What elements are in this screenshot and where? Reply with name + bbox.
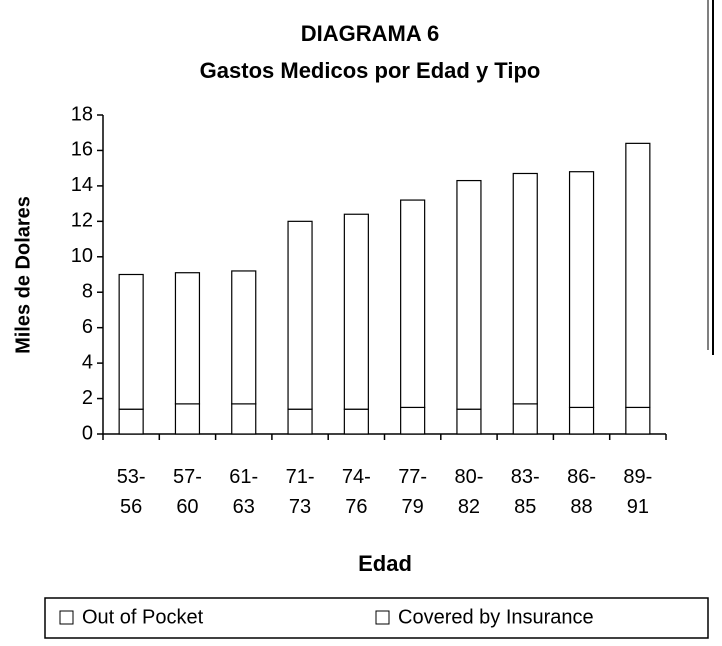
chart-title: DIAGRAMA 6 bbox=[301, 21, 440, 46]
legend-swatch bbox=[375, 610, 390, 625]
y-tick-label: 16 bbox=[71, 139, 93, 161]
x-tick-label: 57-60 bbox=[173, 466, 202, 518]
x-tick-label: 80-82 bbox=[454, 466, 483, 518]
bar-segment bbox=[512, 172, 538, 405]
chart-subtitle: Gastos Medicos por Edad y Tipo bbox=[200, 58, 541, 83]
bar-segment bbox=[625, 406, 651, 435]
x-tick-label: 53-56 bbox=[117, 466, 146, 518]
bar-segment bbox=[118, 408, 144, 435]
x-tick-label: 83-85 bbox=[511, 466, 540, 518]
y-tick-label: 4 bbox=[82, 351, 93, 373]
bar-segment bbox=[343, 408, 369, 435]
bar-segment bbox=[174, 403, 201, 435]
bar-segment bbox=[400, 199, 426, 409]
legend-label: Covered by Insurance bbox=[398, 606, 594, 628]
y-tick-label: 14 bbox=[71, 174, 93, 196]
bar-segment bbox=[231, 403, 257, 435]
bar-segment bbox=[568, 171, 595, 409]
x-axis-label: Edad bbox=[358, 551, 412, 576]
x-tick-label: 86-88 bbox=[567, 466, 596, 518]
bar-segment bbox=[400, 406, 426, 435]
y-tick-label: 12 bbox=[71, 210, 93, 232]
y-tick-label: 6 bbox=[82, 316, 93, 338]
x-tick-label: 89-91 bbox=[623, 466, 652, 518]
x-tick-label: 61-63 bbox=[229, 466, 258, 518]
bar-segment bbox=[287, 408, 313, 435]
bar-segment bbox=[231, 270, 257, 405]
y-tick-label: 18 bbox=[71, 103, 93, 125]
y-tick-label: 10 bbox=[71, 245, 93, 267]
bar-segment bbox=[456, 179, 482, 410]
bar-segment bbox=[118, 273, 144, 410]
bar-segment bbox=[343, 213, 369, 410]
y-axis-label: Miles de Dolares bbox=[12, 196, 34, 354]
legend-label: Out of Pocket bbox=[82, 606, 204, 628]
bar-segment bbox=[174, 272, 201, 405]
bar-segment bbox=[456, 408, 482, 435]
y-tick-label: 8 bbox=[82, 281, 93, 303]
bar-segment bbox=[512, 403, 538, 435]
y-tick-label: 0 bbox=[82, 422, 93, 444]
x-tick-label: 77-79 bbox=[398, 466, 427, 518]
bar-segment bbox=[568, 406, 595, 435]
bar-segment bbox=[287, 220, 313, 410]
x-tick-label: 71-73 bbox=[286, 466, 315, 518]
bar-segment bbox=[625, 142, 651, 409]
y-tick-label: 2 bbox=[82, 387, 93, 409]
legend-swatch bbox=[59, 610, 74, 625]
x-tick-label: 74-76 bbox=[342, 466, 371, 518]
